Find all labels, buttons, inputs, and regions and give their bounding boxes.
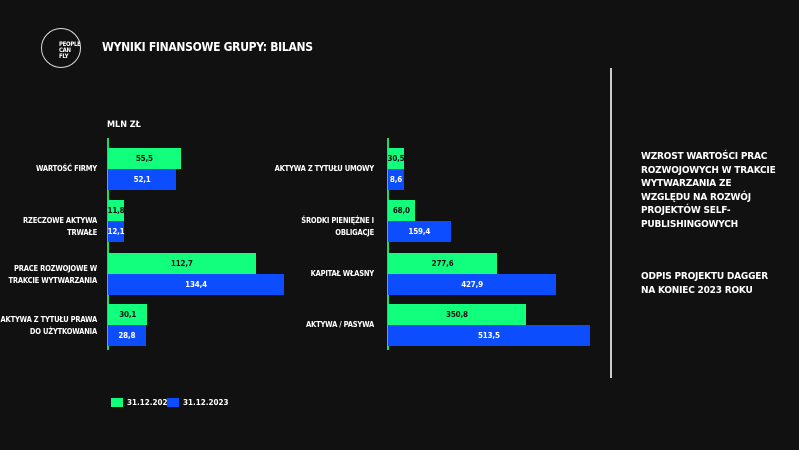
bar-31.12.2023-1: 159,4 bbox=[388, 221, 451, 242]
legend-swatch bbox=[111, 398, 123, 407]
bar-31.12.2023-2: 134,4 bbox=[108, 274, 285, 295]
category-label: AKTYWA Z TYTUŁU PRAWA DO UŻYTKOWANIA bbox=[0, 315, 98, 336]
bar-31.12.2023-0: 52,1 bbox=[108, 169, 177, 190]
bar-31.12.2022-0: 55,5 bbox=[108, 148, 181, 169]
bar-31.12.2023-2: 427,9 bbox=[388, 274, 557, 295]
category-label: ŚRODKI PIENIĘŻNE I OBLIGACJE bbox=[301, 216, 374, 237]
bar-31.12.2022-1: 11,8 bbox=[108, 200, 125, 221]
unit-label: MLN ZŁ bbox=[107, 120, 141, 130]
category-label: RZECZOWE AKTYWA TRWAŁE bbox=[23, 216, 97, 237]
category-label: WARTOŚĆ FIRMY bbox=[35, 164, 97, 173]
category-label: AKTYWA / PASYWA bbox=[306, 320, 374, 329]
bar-31.12.2023-1: 12,1 bbox=[108, 221, 125, 242]
bar-31.12.2022-2: 112,7 bbox=[108, 253, 256, 274]
bar-31.12.2023-3: 513,5 bbox=[388, 325, 590, 346]
axis-line bbox=[107, 138, 109, 350]
category-label: AKTYWA Z TYTUŁU UMOWY bbox=[274, 164, 375, 173]
legend-item-2023: 31.12.2023 bbox=[167, 398, 229, 407]
legend-label: 31.12.2022 bbox=[127, 398, 173, 407]
bar-31.12.2022-1: 68,0 bbox=[388, 200, 415, 221]
legend-label: 31.12.2023 bbox=[183, 398, 229, 407]
bar-31.12.2022-2: 277,6 bbox=[388, 253, 498, 274]
bar-31.12.2022-0: 30,5 bbox=[388, 148, 405, 169]
bar-31.12.2023-3: 28,8 bbox=[108, 325, 146, 346]
note-2: ODPIS PROJEKTU DAGGER NA KONIEC 2023 ROK… bbox=[641, 271, 768, 296]
axis-line bbox=[387, 138, 389, 350]
note-1: WZROST WARTOŚCI PRAC ROZWOJOWYCH W TRAKC… bbox=[641, 151, 776, 230]
page-title: WYNIKI FINANSOWE GRUPY: BILANS bbox=[102, 40, 313, 54]
category-label: KAPITAŁ WŁASNY bbox=[310, 269, 375, 278]
bar-31.12.2023-0: 8,6 bbox=[388, 169, 404, 190]
divider bbox=[610, 68, 612, 378]
legend-swatch bbox=[167, 398, 179, 407]
bar-31.12.2022-3: 350,8 bbox=[388, 304, 526, 325]
category-label: PRACE ROZWOJOWE W TRAKCIE WYTWARZANIA bbox=[8, 264, 98, 285]
bar-31.12.2022-3: 30,1 bbox=[108, 304, 148, 325]
legend-item-2022: 31.12.2022 bbox=[111, 398, 173, 407]
people-can-fly-logo: PEOPLE CAN FLY bbox=[41, 28, 81, 68]
